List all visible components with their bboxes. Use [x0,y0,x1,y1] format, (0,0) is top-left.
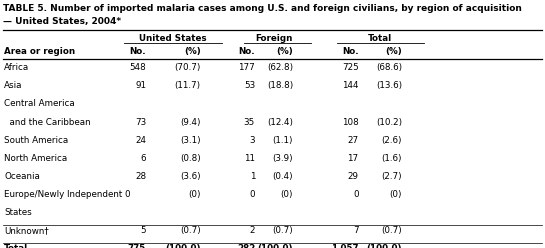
Text: (9.4): (9.4) [180,118,201,126]
Text: 3: 3 [250,136,255,145]
Text: Foreign: Foreign [256,34,293,43]
Text: (0.4): (0.4) [272,172,293,181]
Text: 177: 177 [238,63,255,72]
Text: 35: 35 [244,118,255,126]
Text: (100.0): (100.0) [367,244,402,248]
Text: (%): (%) [276,47,293,56]
Text: 725: 725 [342,63,359,72]
Text: 91: 91 [135,81,146,90]
Text: (10.2): (10.2) [376,118,402,126]
Text: (11.7): (11.7) [174,81,201,90]
Text: 17: 17 [348,154,359,163]
Text: 29: 29 [348,172,359,181]
Text: Africa: Africa [4,63,29,72]
Text: (%): (%) [184,47,201,56]
Text: United States: United States [140,34,207,43]
Text: 53: 53 [244,81,255,90]
Text: 11: 11 [244,154,255,163]
Text: No.: No. [129,47,146,56]
Text: 27: 27 [348,136,359,145]
Text: 0: 0 [353,190,359,199]
Text: (100.0): (100.0) [165,244,201,248]
Text: — United States, 2004*: — United States, 2004* [3,17,121,26]
Text: (0): (0) [390,190,402,199]
Text: 108: 108 [342,118,359,126]
Text: (3.1): (3.1) [180,136,201,145]
Text: (1.6): (1.6) [382,154,402,163]
Text: Total: Total [368,34,392,43]
Text: (1.1): (1.1) [272,136,293,145]
Text: (12.4): (12.4) [267,118,293,126]
Text: (68.6): (68.6) [376,63,402,72]
Text: (0): (0) [281,190,293,199]
Text: (3.6): (3.6) [180,172,201,181]
Text: South America: South America [4,136,69,145]
Text: 1: 1 [250,172,255,181]
Text: TABLE 5. Number of imported malaria cases among U.S. and foreign civilians, by r: TABLE 5. Number of imported malaria case… [3,4,522,13]
Text: 2: 2 [250,226,255,235]
Text: States: States [4,208,32,217]
Text: 24: 24 [135,136,146,145]
Text: 1,057: 1,057 [331,244,359,248]
Text: Central America: Central America [4,99,75,108]
Text: 5: 5 [141,226,146,235]
Text: (2.7): (2.7) [382,172,402,181]
Text: and the Caribbean: and the Caribbean [4,118,91,126]
Text: (18.8): (18.8) [267,81,293,90]
Text: Total: Total [4,244,28,248]
Text: (0.7): (0.7) [180,226,201,235]
Text: 6: 6 [141,154,146,163]
Text: 548: 548 [129,63,146,72]
Text: Unknown†: Unknown† [4,226,49,235]
Text: (0.7): (0.7) [382,226,402,235]
Text: 775: 775 [128,244,146,248]
Text: 0: 0 [250,190,255,199]
Text: (0.8): (0.8) [180,154,201,163]
Text: (2.6): (2.6) [382,136,402,145]
Text: 73: 73 [135,118,146,126]
Text: North America: North America [4,154,68,163]
Text: (0.7): (0.7) [272,226,293,235]
Text: (13.6): (13.6) [376,81,402,90]
Text: No.: No. [342,47,359,56]
Text: (70.7): (70.7) [174,63,201,72]
Text: (3.9): (3.9) [272,154,293,163]
Text: (100.0): (100.0) [258,244,293,248]
Text: 144: 144 [342,81,359,90]
Text: Europe/Newly Independent 0: Europe/Newly Independent 0 [4,190,131,199]
Text: No.: No. [238,47,255,56]
Text: (62.8): (62.8) [267,63,293,72]
Text: Asia: Asia [4,81,23,90]
Text: 282: 282 [237,244,255,248]
Text: (0): (0) [188,190,201,199]
Text: Oceania: Oceania [4,172,40,181]
Text: 28: 28 [135,172,146,181]
Text: (%): (%) [385,47,402,56]
Text: 7: 7 [353,226,359,235]
Text: Area or region: Area or region [4,47,76,56]
